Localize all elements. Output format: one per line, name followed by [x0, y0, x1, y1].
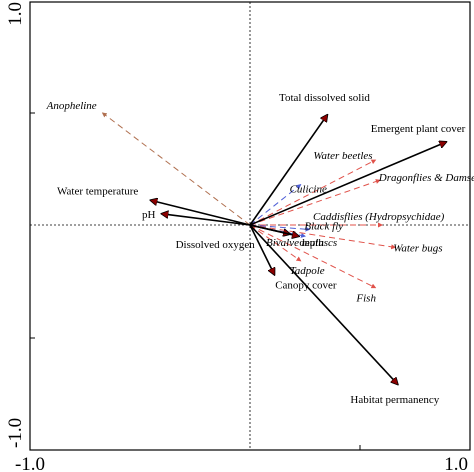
env-label-depth: depth: [299, 237, 324, 249]
env-label-canopy-cover: Canopy cover: [275, 279, 337, 291]
env-label-habitat-permanency: Habitat permanency: [350, 394, 439, 406]
env-label-total-dissolved-solid: Total dissolved solid: [279, 92, 370, 104]
env-label-water-temperature: Water temperature: [57, 185, 138, 197]
species-label-water-bugs: Water bugs: [393, 242, 442, 254]
y-tick-label-min: -1.0: [5, 418, 26, 448]
species-vector-dragonflies-damselflies: [249, 179, 381, 226]
env-vector-habitat-permanency: [249, 224, 397, 384]
species-vector-fish: [249, 224, 377, 289]
x-tick-label-min: -1.0: [15, 454, 45, 472]
species-label-culicine: Culicine: [290, 184, 327, 196]
species-label-bivalve-muluscs: Bivalve muluscs: [266, 237, 337, 249]
species-label-water-beetles: Water beetles: [313, 150, 372, 162]
y-tick-label-max: 1.0: [5, 2, 26, 26]
x-tick-label-max: 1.0: [444, 454, 468, 472]
species-label-tadpole: Tadpole: [290, 265, 325, 277]
species-label-anopheline: Anopheline: [46, 100, 97, 112]
env-vector-water-temperature: [151, 200, 251, 226]
env-vector-emergent-plant-cover: [249, 142, 446, 226]
environmental-vectors: [151, 115, 446, 384]
species-vector-culicine: [249, 184, 302, 226]
species-label-caddisflies-hydropsychidae: Caddisflies (Hydropsychidae): [313, 211, 445, 223]
species-vector-tadpole: [249, 224, 302, 262]
species-label-black-fly: Black fly: [304, 220, 343, 232]
species-label-fish: Fish: [355, 293, 376, 305]
species-vectors: [101, 112, 397, 289]
env-label-emergent-plant-cover: Emergent plant cover: [371, 123, 466, 135]
vector-labels: Anopheline Water beetles Culicine Dragonfli…: [46, 92, 474, 406]
species-label-dragonflies-damselflies: Dragonflies & Damselflies: [378, 172, 474, 184]
env-vector-depth: [249, 224, 298, 236]
env-vector-ph: [162, 214, 251, 226]
species-vector-water-bugs: [249, 224, 397, 250]
env-vector-total-dissolved-solid: [249, 115, 327, 226]
species-vector-anopheline: [101, 112, 251, 226]
species-vector-water-beetles: [249, 159, 377, 226]
env-label-dissolved-oxygen: Dissolved oxygen: [176, 239, 256, 251]
env-label-ph: pH: [142, 209, 156, 221]
env-vector-canopy-cover: [249, 224, 274, 274]
